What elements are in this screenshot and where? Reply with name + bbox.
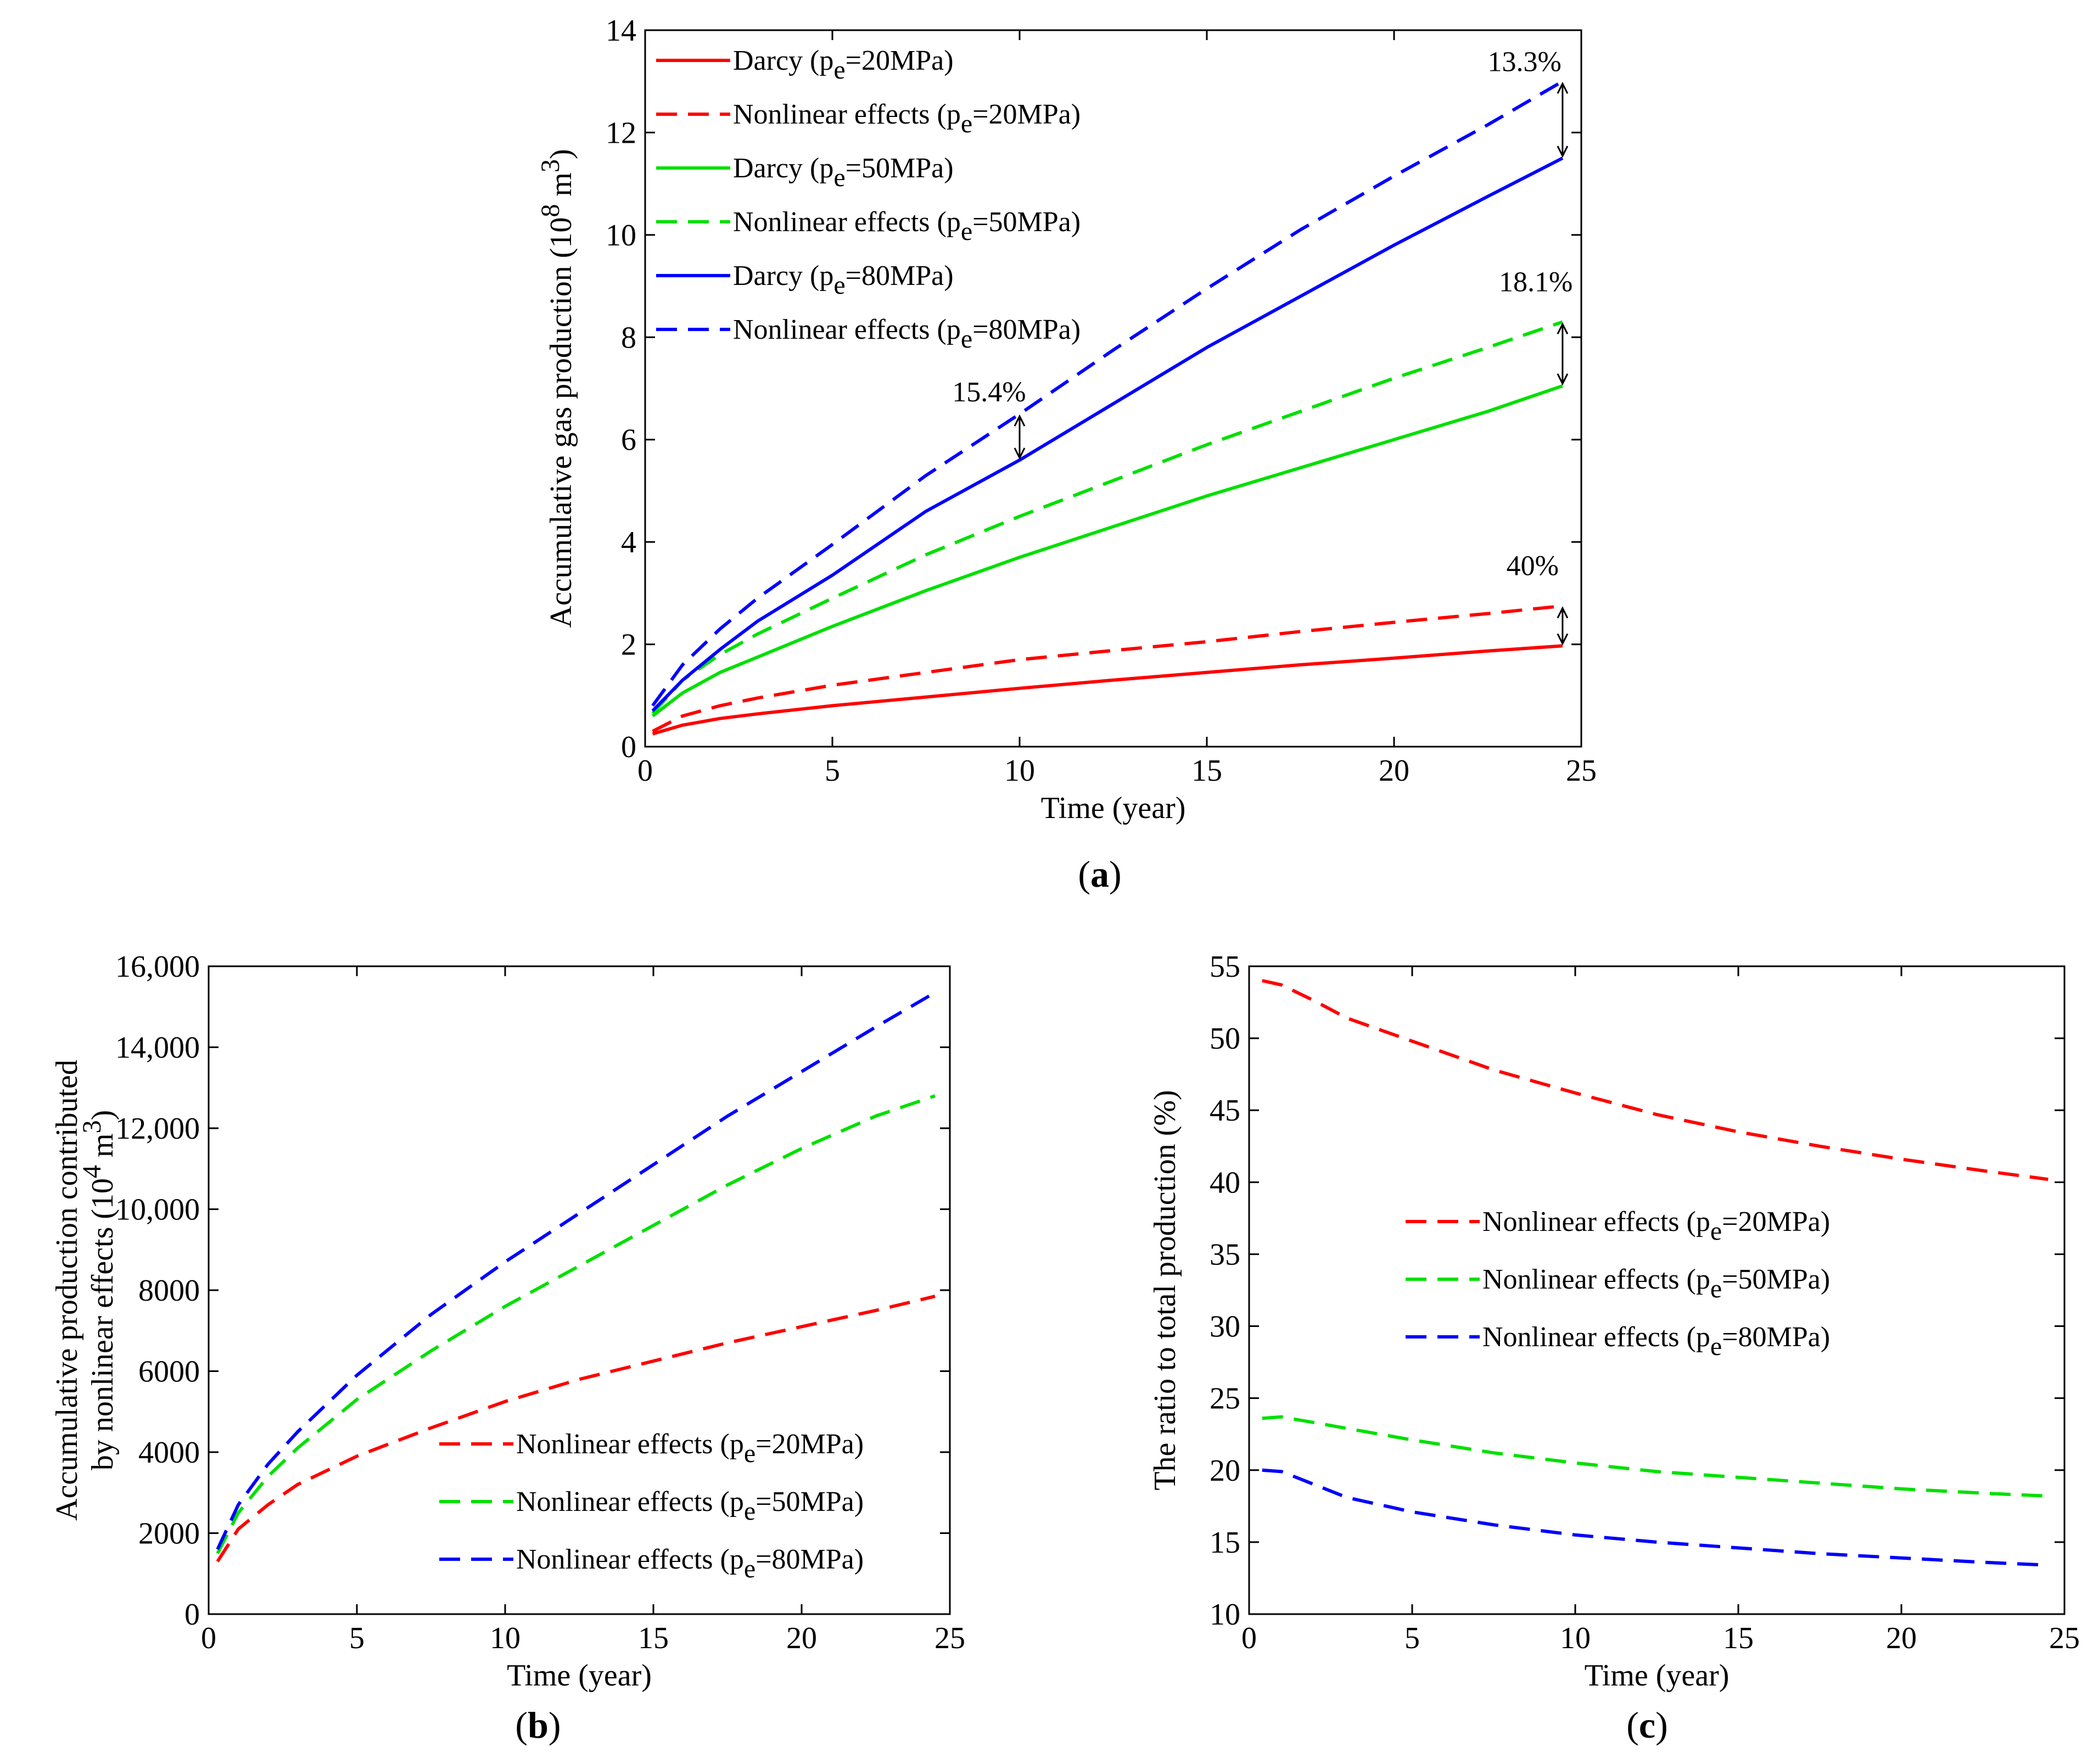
y-tick-label: 14,000 (115, 1031, 200, 1065)
y-tick-label: 6 (621, 423, 636, 457)
x-tick-label: 10 (490, 1621, 521, 1655)
annotation-arrowhead-bottom (1557, 145, 1569, 158)
y-tick-label: 8000 (138, 1274, 200, 1308)
x-tick-label: 20 (1379, 754, 1409, 788)
y-axis-label-line1: Accumulative production contributed (50, 1060, 84, 1521)
series-line (651, 156, 1564, 712)
series-line (1262, 1468, 2049, 1567)
y-tick-label: 6000 (138, 1355, 200, 1389)
x-tick-label: 15 (638, 1621, 669, 1655)
legend-label: Darcy (pe=50MPa) (733, 153, 954, 192)
annotation-label: 40% (1507, 551, 1559, 582)
legend-label: Nonlinear effects (pe=80MPa) (1482, 1321, 1830, 1361)
annotation-arrowhead-top (1014, 414, 1026, 427)
legend-label: Nonlinear effects (pe=80MPa) (733, 314, 1081, 354)
y-tick-label: 55 (1210, 950, 1240, 984)
x-tick-label: 10 (1560, 1621, 1591, 1655)
series-line (216, 1094, 936, 1554)
annotation-arrowhead-bottom (1557, 633, 1569, 646)
y-tick-label: 12 (606, 116, 636, 150)
y-tick-label: 45 (1210, 1094, 1240, 1128)
series-line (1262, 1415, 2049, 1498)
x-tick-label: 0 (637, 754, 653, 788)
series-line (216, 991, 936, 1550)
x-tick-label: 25 (1566, 754, 1597, 788)
y-tick-label: 14 (606, 14, 636, 48)
y-tick-label: 40 (1210, 1166, 1240, 1200)
plot-frame (644, 29, 1582, 748)
panel-label: (c) (1626, 1704, 1668, 1746)
x-tick-label: 0 (201, 1621, 216, 1655)
x-tick-label: 10 (1004, 754, 1035, 788)
annotation-label: 13.3% (1488, 47, 1562, 78)
y-axis-label: by nonlinear effects (104 m3) (77, 1110, 120, 1471)
x-tick-label: 25 (934, 1621, 965, 1655)
panel-label: (a) (1078, 853, 1121, 895)
y-axis-label: Accumulative gas production (108 m3) (536, 149, 578, 628)
y-tick-label: 50 (1210, 1022, 1240, 1056)
y-tick-label: 25 (1210, 1382, 1240, 1416)
y-tick-label: 0 (621, 730, 636, 764)
y-tick-label: 4000 (138, 1436, 200, 1470)
x-tick-label: 15 (1723, 1621, 1754, 1655)
panel-label: (b) (515, 1704, 561, 1746)
legend-label: Nonlinear effects (pe=20MPa) (733, 99, 1081, 138)
series-line (651, 384, 1563, 718)
y-tick-label: 4 (621, 525, 636, 559)
annotation-label: 18.1% (1499, 266, 1572, 298)
x-tick-label: 5 (349, 1621, 365, 1655)
series-line (216, 1295, 936, 1563)
y-tick-label: 10,000 (115, 1193, 200, 1227)
annotation-arrowhead-bottom (1014, 447, 1026, 460)
legend-label: Darcy (pe=20MPa) (733, 45, 954, 85)
legend-label: Nonlinear effects (pe=20MPa) (516, 1429, 864, 1468)
x-axis-label: Time (year) (507, 1659, 652, 1693)
y-tick-label: 2 (621, 628, 636, 662)
series-line (1262, 979, 2049, 1181)
annotation-arrowhead-top (1557, 81, 1569, 94)
annotation-label: 15.4% (952, 377, 1026, 408)
annotation-arrowhead-top (1557, 606, 1569, 619)
x-axis-label: Time (year) (1585, 1659, 1730, 1693)
y-tick-label: 2000 (138, 1517, 200, 1551)
y-tick-label: 20 (1210, 1454, 1240, 1488)
legend-label: Nonlinear effects (pe=50MPa) (516, 1486, 864, 1526)
series-line (651, 80, 1564, 707)
y-tick-label: 8 (621, 321, 636, 355)
y-tick-label: 10 (1210, 1598, 1240, 1632)
legend-label: Nonlinear effects (pe=80MPa) (516, 1544, 864, 1583)
y-tick-label: 30 (1210, 1310, 1240, 1344)
x-tick-label: 5 (825, 754, 840, 788)
y-tick-label: 16,000 (115, 950, 200, 984)
y-tick-label: 10 (606, 219, 636, 253)
chart-a: 0 5 10 15 20 25 0 2 4 6 8 10 12 14 Time (year) Accumula… (536, 14, 1597, 895)
y-tick-label: 0 (184, 1598, 200, 1632)
annotation-arrowhead-top (1557, 322, 1569, 334)
series-line (652, 644, 1563, 736)
plot-frame (1248, 965, 2066, 1615)
x-tick-label: 15 (1191, 754, 1222, 788)
annotation-arrowhead-bottom (1557, 373, 1569, 386)
y-tick-label: 12,000 (115, 1112, 200, 1146)
series-line (651, 320, 1563, 715)
chart-b: 0 5 10 15 20 25 0 2000 4000 6000 8000 10,000 12,000 1… (50, 950, 965, 1746)
y-tick-label: 35 (1210, 1237, 1240, 1272)
legend-label: Nonlinear effects (pe=50MPa) (1482, 1264, 1830, 1303)
legend-label: Nonlinear effects (pe=50MPa) (733, 206, 1081, 246)
legend-label: Nonlinear effects (pe=20MPa) (1482, 1206, 1830, 1246)
y-tick-label: 15 (1210, 1526, 1240, 1560)
y-axis-label: The ratio to total production (%) (1148, 1090, 1182, 1490)
x-axis-label: Time (year) (1041, 791, 1186, 825)
x-tick-label: 20 (1886, 1621, 1917, 1655)
x-tick-label: 5 (1404, 1621, 1420, 1655)
series-line (652, 604, 1563, 733)
legend-label: Darcy (pe=80MPa) (733, 260, 954, 300)
x-tick-label: 20 (786, 1621, 817, 1655)
chart-c: 0 5 10 15 20 25 10 15 20 25 30 35 40 45 50 55 Time (year… (1148, 950, 2080, 1746)
x-tick-label: 0 (1241, 1621, 1257, 1655)
x-tick-label: 25 (2049, 1621, 2080, 1655)
